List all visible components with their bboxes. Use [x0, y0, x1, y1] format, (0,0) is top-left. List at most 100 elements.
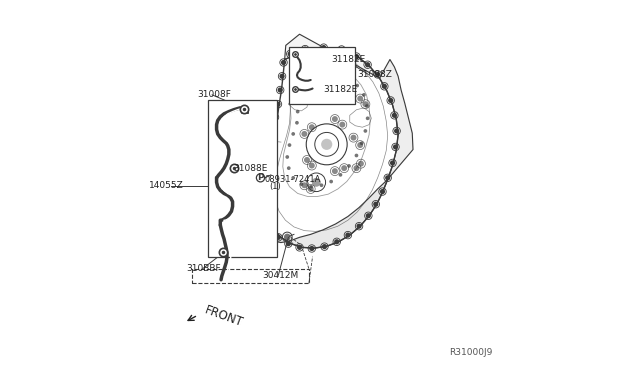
Circle shape	[385, 175, 390, 180]
Circle shape	[296, 110, 300, 113]
Circle shape	[392, 113, 397, 118]
Circle shape	[287, 51, 293, 57]
Text: 310BBF: 310BBF	[186, 264, 221, 273]
Text: 31182E: 31182E	[323, 85, 357, 94]
Circle shape	[373, 202, 378, 207]
Circle shape	[332, 168, 338, 174]
Circle shape	[360, 141, 364, 145]
Bar	[311, 65, 318, 80]
Circle shape	[319, 183, 323, 187]
Circle shape	[347, 164, 351, 168]
Bar	[289, 46, 355, 104]
Circle shape	[297, 245, 302, 250]
Circle shape	[355, 84, 359, 87]
Circle shape	[375, 72, 380, 77]
Circle shape	[259, 173, 264, 178]
Polygon shape	[263, 179, 388, 248]
Circle shape	[336, 72, 340, 76]
Circle shape	[287, 166, 291, 170]
Circle shape	[291, 176, 295, 180]
Circle shape	[334, 239, 339, 244]
Circle shape	[353, 165, 360, 171]
Circle shape	[362, 93, 365, 97]
Circle shape	[308, 186, 314, 192]
Circle shape	[339, 122, 346, 128]
Bar	[320, 65, 326, 80]
Bar	[309, 62, 353, 81]
Circle shape	[269, 128, 275, 134]
Circle shape	[322, 244, 327, 249]
Circle shape	[390, 160, 395, 166]
Circle shape	[394, 128, 399, 134]
Circle shape	[291, 132, 295, 136]
Circle shape	[262, 157, 267, 163]
Circle shape	[296, 96, 300, 99]
Circle shape	[262, 216, 267, 221]
Circle shape	[346, 232, 351, 238]
Circle shape	[388, 98, 394, 103]
Circle shape	[330, 180, 333, 183]
Text: 30412M: 30412M	[262, 271, 299, 280]
Circle shape	[309, 163, 315, 169]
Circle shape	[321, 139, 332, 150]
Circle shape	[351, 135, 356, 141]
Circle shape	[354, 54, 359, 59]
Circle shape	[312, 94, 317, 100]
Circle shape	[362, 101, 369, 107]
Circle shape	[335, 92, 341, 98]
Circle shape	[347, 76, 351, 80]
Polygon shape	[285, 34, 380, 78]
Circle shape	[312, 178, 321, 187]
Circle shape	[321, 45, 326, 50]
Circle shape	[356, 224, 362, 229]
Bar	[329, 65, 335, 80]
Circle shape	[393, 144, 398, 150]
Text: (1): (1)	[269, 182, 281, 191]
Bar	[191, 269, 309, 283]
Circle shape	[296, 80, 300, 84]
Text: 08931-7241A: 08931-7241A	[265, 175, 321, 184]
Circle shape	[257, 189, 262, 194]
Circle shape	[308, 73, 312, 76]
Text: FRONT: FRONT	[203, 304, 245, 330]
Circle shape	[303, 46, 308, 52]
Circle shape	[380, 189, 385, 194]
Circle shape	[339, 47, 344, 52]
Circle shape	[365, 104, 369, 108]
Text: P: P	[257, 173, 264, 182]
Circle shape	[286, 241, 291, 246]
Circle shape	[296, 87, 300, 91]
Circle shape	[309, 124, 315, 130]
Circle shape	[280, 74, 285, 79]
Circle shape	[266, 142, 271, 148]
Circle shape	[309, 246, 314, 251]
Circle shape	[365, 62, 370, 67]
Circle shape	[309, 185, 313, 189]
Circle shape	[266, 172, 273, 179]
Circle shape	[341, 165, 347, 171]
Circle shape	[358, 161, 364, 167]
Circle shape	[278, 87, 283, 93]
Circle shape	[364, 129, 367, 133]
Circle shape	[301, 182, 307, 188]
Circle shape	[276, 235, 281, 240]
Polygon shape	[380, 60, 413, 179]
Text: 31098Z: 31098Z	[357, 70, 392, 79]
Circle shape	[304, 157, 310, 163]
Bar	[209, 100, 277, 257]
Circle shape	[273, 115, 278, 120]
Circle shape	[284, 234, 291, 240]
Text: 31008F: 31008F	[197, 90, 231, 99]
Circle shape	[287, 143, 291, 147]
Bar	[338, 65, 344, 80]
Text: R31000J9: R31000J9	[450, 348, 493, 357]
Circle shape	[268, 226, 273, 231]
Circle shape	[365, 213, 371, 218]
Circle shape	[365, 116, 369, 120]
Circle shape	[332, 116, 338, 122]
Circle shape	[357, 96, 363, 102]
Circle shape	[322, 70, 326, 73]
Circle shape	[301, 131, 307, 137]
Circle shape	[281, 60, 286, 65]
Text: 31182E: 31182E	[331, 55, 365, 64]
